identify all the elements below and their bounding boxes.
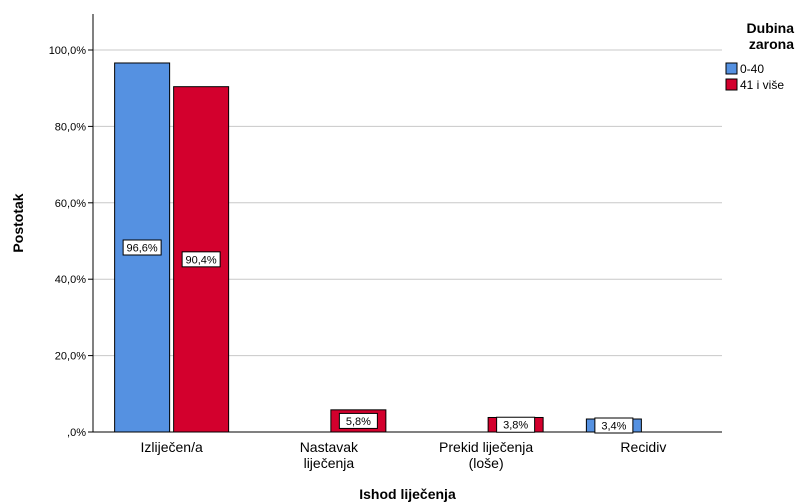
legend-swatch xyxy=(726,63,737,74)
x-category-label: Nastavak xyxy=(300,439,359,455)
y-tick-label: 40,0% xyxy=(55,274,86,286)
y-tick-label: ,0% xyxy=(67,427,86,439)
data-label: 3,4% xyxy=(601,421,626,433)
legend-swatch xyxy=(726,79,737,90)
legend-title: zarona xyxy=(749,36,794,52)
x-category-label: Izliječen/a xyxy=(140,439,202,455)
x-axis-title: Ishod liječenja xyxy=(359,486,456,502)
x-category-label: Recidiv xyxy=(620,439,666,455)
bars xyxy=(115,63,701,432)
legend-label: 0-40 xyxy=(740,62,764,76)
y-tick-label: 60,0% xyxy=(55,198,86,210)
data-label: 5,8% xyxy=(346,416,371,428)
legend-label: 41 i više xyxy=(740,78,784,92)
y-tick-label: 20,0% xyxy=(55,351,86,363)
y-axis-title: Postotak xyxy=(10,193,26,252)
y-tick-label: 80,0% xyxy=(55,121,86,133)
y-tick-label: 100,0% xyxy=(49,45,87,57)
x-category-label: liječenja xyxy=(304,455,355,471)
legend-title: Dubina xyxy=(747,20,795,36)
data-label: 96,6% xyxy=(127,242,158,254)
data-label: 3,8% xyxy=(503,420,528,432)
x-category-label: Prekid liječenja xyxy=(439,439,533,455)
x-category-label: (loše) xyxy=(469,455,504,471)
data-label: 90,4% xyxy=(186,254,217,266)
